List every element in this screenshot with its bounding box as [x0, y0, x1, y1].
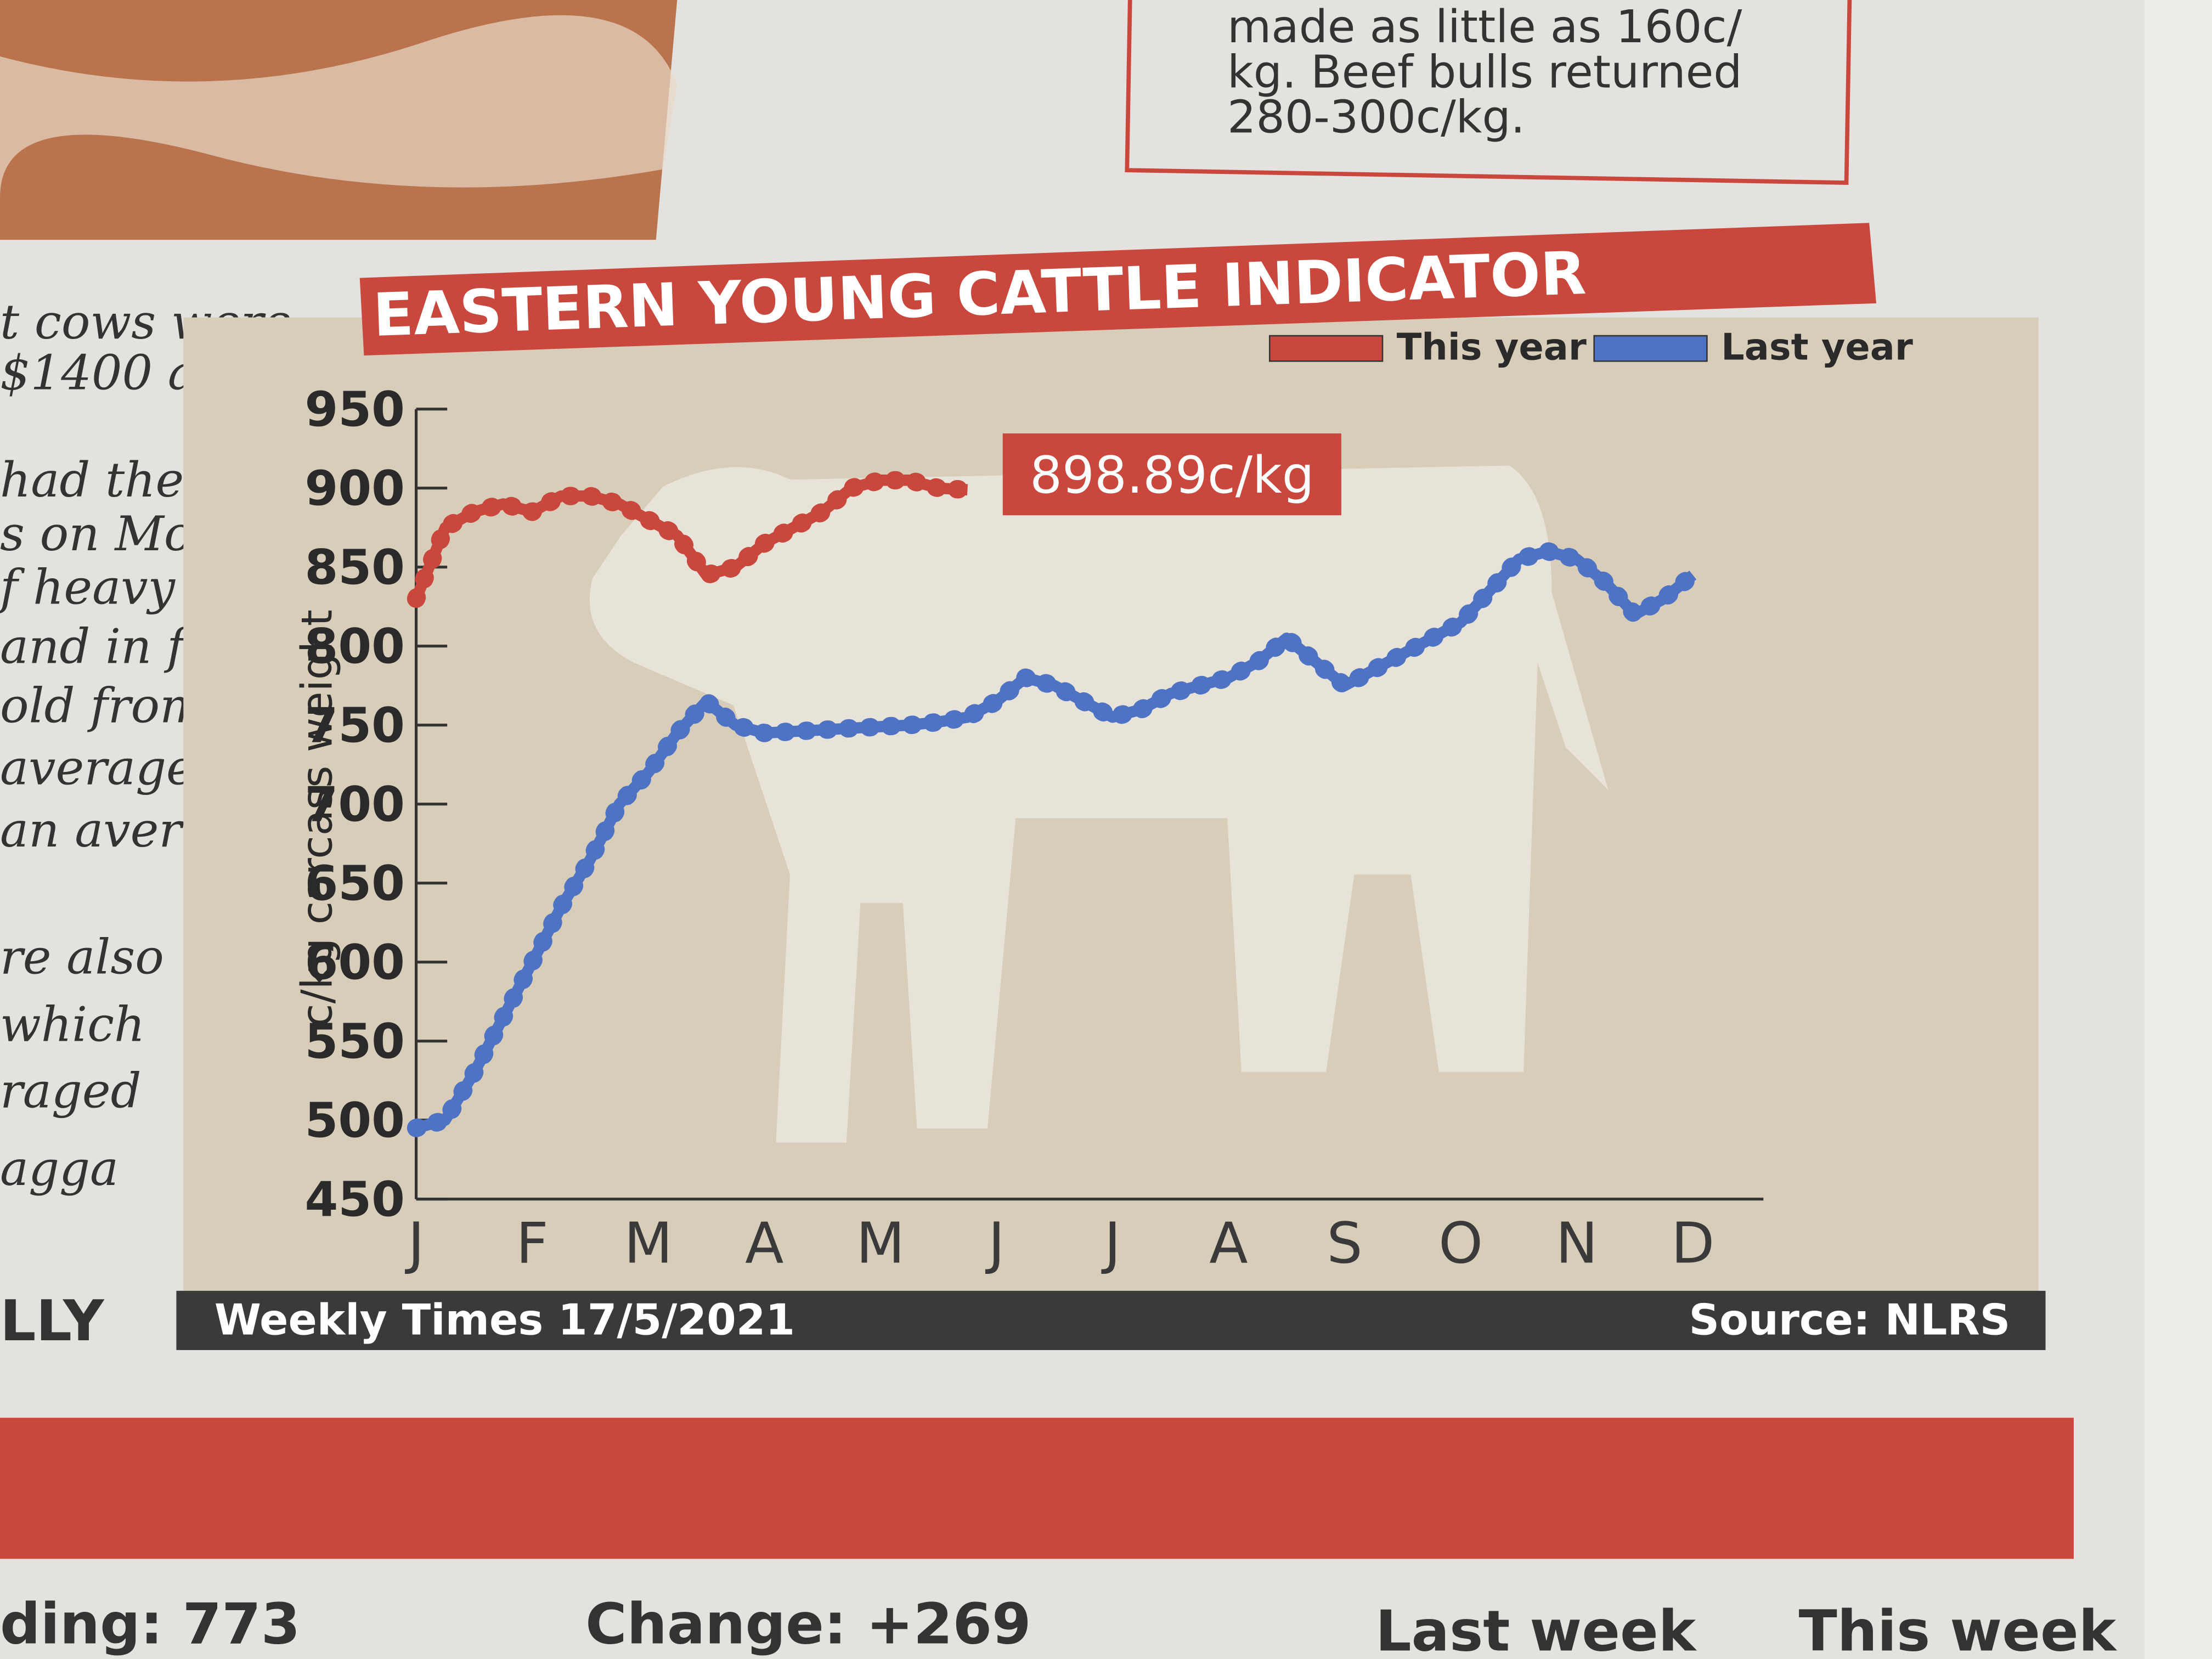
x-tick-label: A [1209, 1211, 1248, 1276]
y-axis-label: c/kg carcass weight [292, 610, 342, 1027]
x-tick-label: N [1556, 1211, 1598, 1276]
legend-label: Last year [1721, 326, 1913, 369]
box-line: 280-300c/kg. [1227, 92, 1525, 144]
source: Source: NLRS [1689, 1296, 2010, 1345]
y-tick-label: 500 [305, 1093, 405, 1149]
next-page [2144, 0, 2212, 1659]
legend-label: This year [1397, 326, 1587, 369]
annotation: 898.89c/kg [1030, 445, 1314, 505]
bottom-line: Last week [1375, 1599, 1697, 1659]
column-line: LLY [0, 1289, 105, 1354]
x-tick-label: J [404, 1211, 424, 1276]
column-line: re also [0, 929, 164, 985]
x-tick-label: J [1101, 1211, 1121, 1276]
cow-silhouette [589, 465, 1609, 1143]
box-line: made as little as 160c/ [1227, 1, 1742, 53]
column-line: average [0, 740, 195, 796]
box-frame [1125, 0, 1852, 185]
box-line: kg. Beef bulls returned [1227, 46, 1742, 98]
photo-detail [0, 15, 678, 198]
bottom-line: Change: +269 [585, 1592, 1031, 1657]
legend-swatch [1593, 335, 1708, 362]
x-tick-label: M [624, 1211, 673, 1276]
column-line: raged [0, 1063, 142, 1119]
y-tick-label: 450 [305, 1172, 405, 1228]
column-line: which [0, 997, 145, 1053]
y-tick-label: 550 [305, 1014, 405, 1070]
red-band [0, 1418, 2074, 1559]
y-tick-label: 650 [305, 856, 405, 912]
legend-swatch [1269, 335, 1384, 362]
y-tick-label: 800 [305, 619, 405, 675]
y-tick-label: 700 [305, 777, 405, 833]
x-tick-label: S [1327, 1211, 1362, 1276]
box-text: made as little as 160c/kg. Beef bulls re… [1227, 1, 1742, 144]
publication: Weekly Times 17/5/2021 [215, 1296, 795, 1345]
plot: 450 500 550 600 650 700 750 800 850 900 950 J F M A M J J… [305, 326, 1913, 1277]
annotation-box [1002, 433, 1341, 516]
x-tick-label: A [745, 1211, 783, 1276]
series-line-core [414, 545, 1697, 1134]
y-tick-label: 900 [305, 461, 405, 517]
column-line: agga [0, 1141, 119, 1197]
bottom-line: ding: 773 [0, 1592, 300, 1657]
y-tick-label: 600 [305, 935, 405, 991]
column-line: old from [0, 678, 205, 734]
footer-band [176, 1290, 2046, 1350]
x-tick-label: O [1438, 1211, 1483, 1276]
x-tick-label: F [516, 1211, 549, 1276]
y-tick-label: 850 [305, 540, 405, 596]
x-tick-label: M [856, 1211, 905, 1276]
y-tick-label: 750 [305, 698, 405, 754]
x-tick-label: J [985, 1211, 1005, 1276]
y-tick-label: 950 [305, 382, 405, 438]
bottom-line: This week [1799, 1599, 2118, 1659]
column-line: an aver- [0, 802, 198, 858]
title-banner [359, 223, 1876, 356]
series-line-core [411, 475, 968, 601]
bottom-text: ding: 773 Change: +269 Last week This week [0, 1592, 2118, 1659]
x-tick-label: D [1671, 1211, 1714, 1276]
